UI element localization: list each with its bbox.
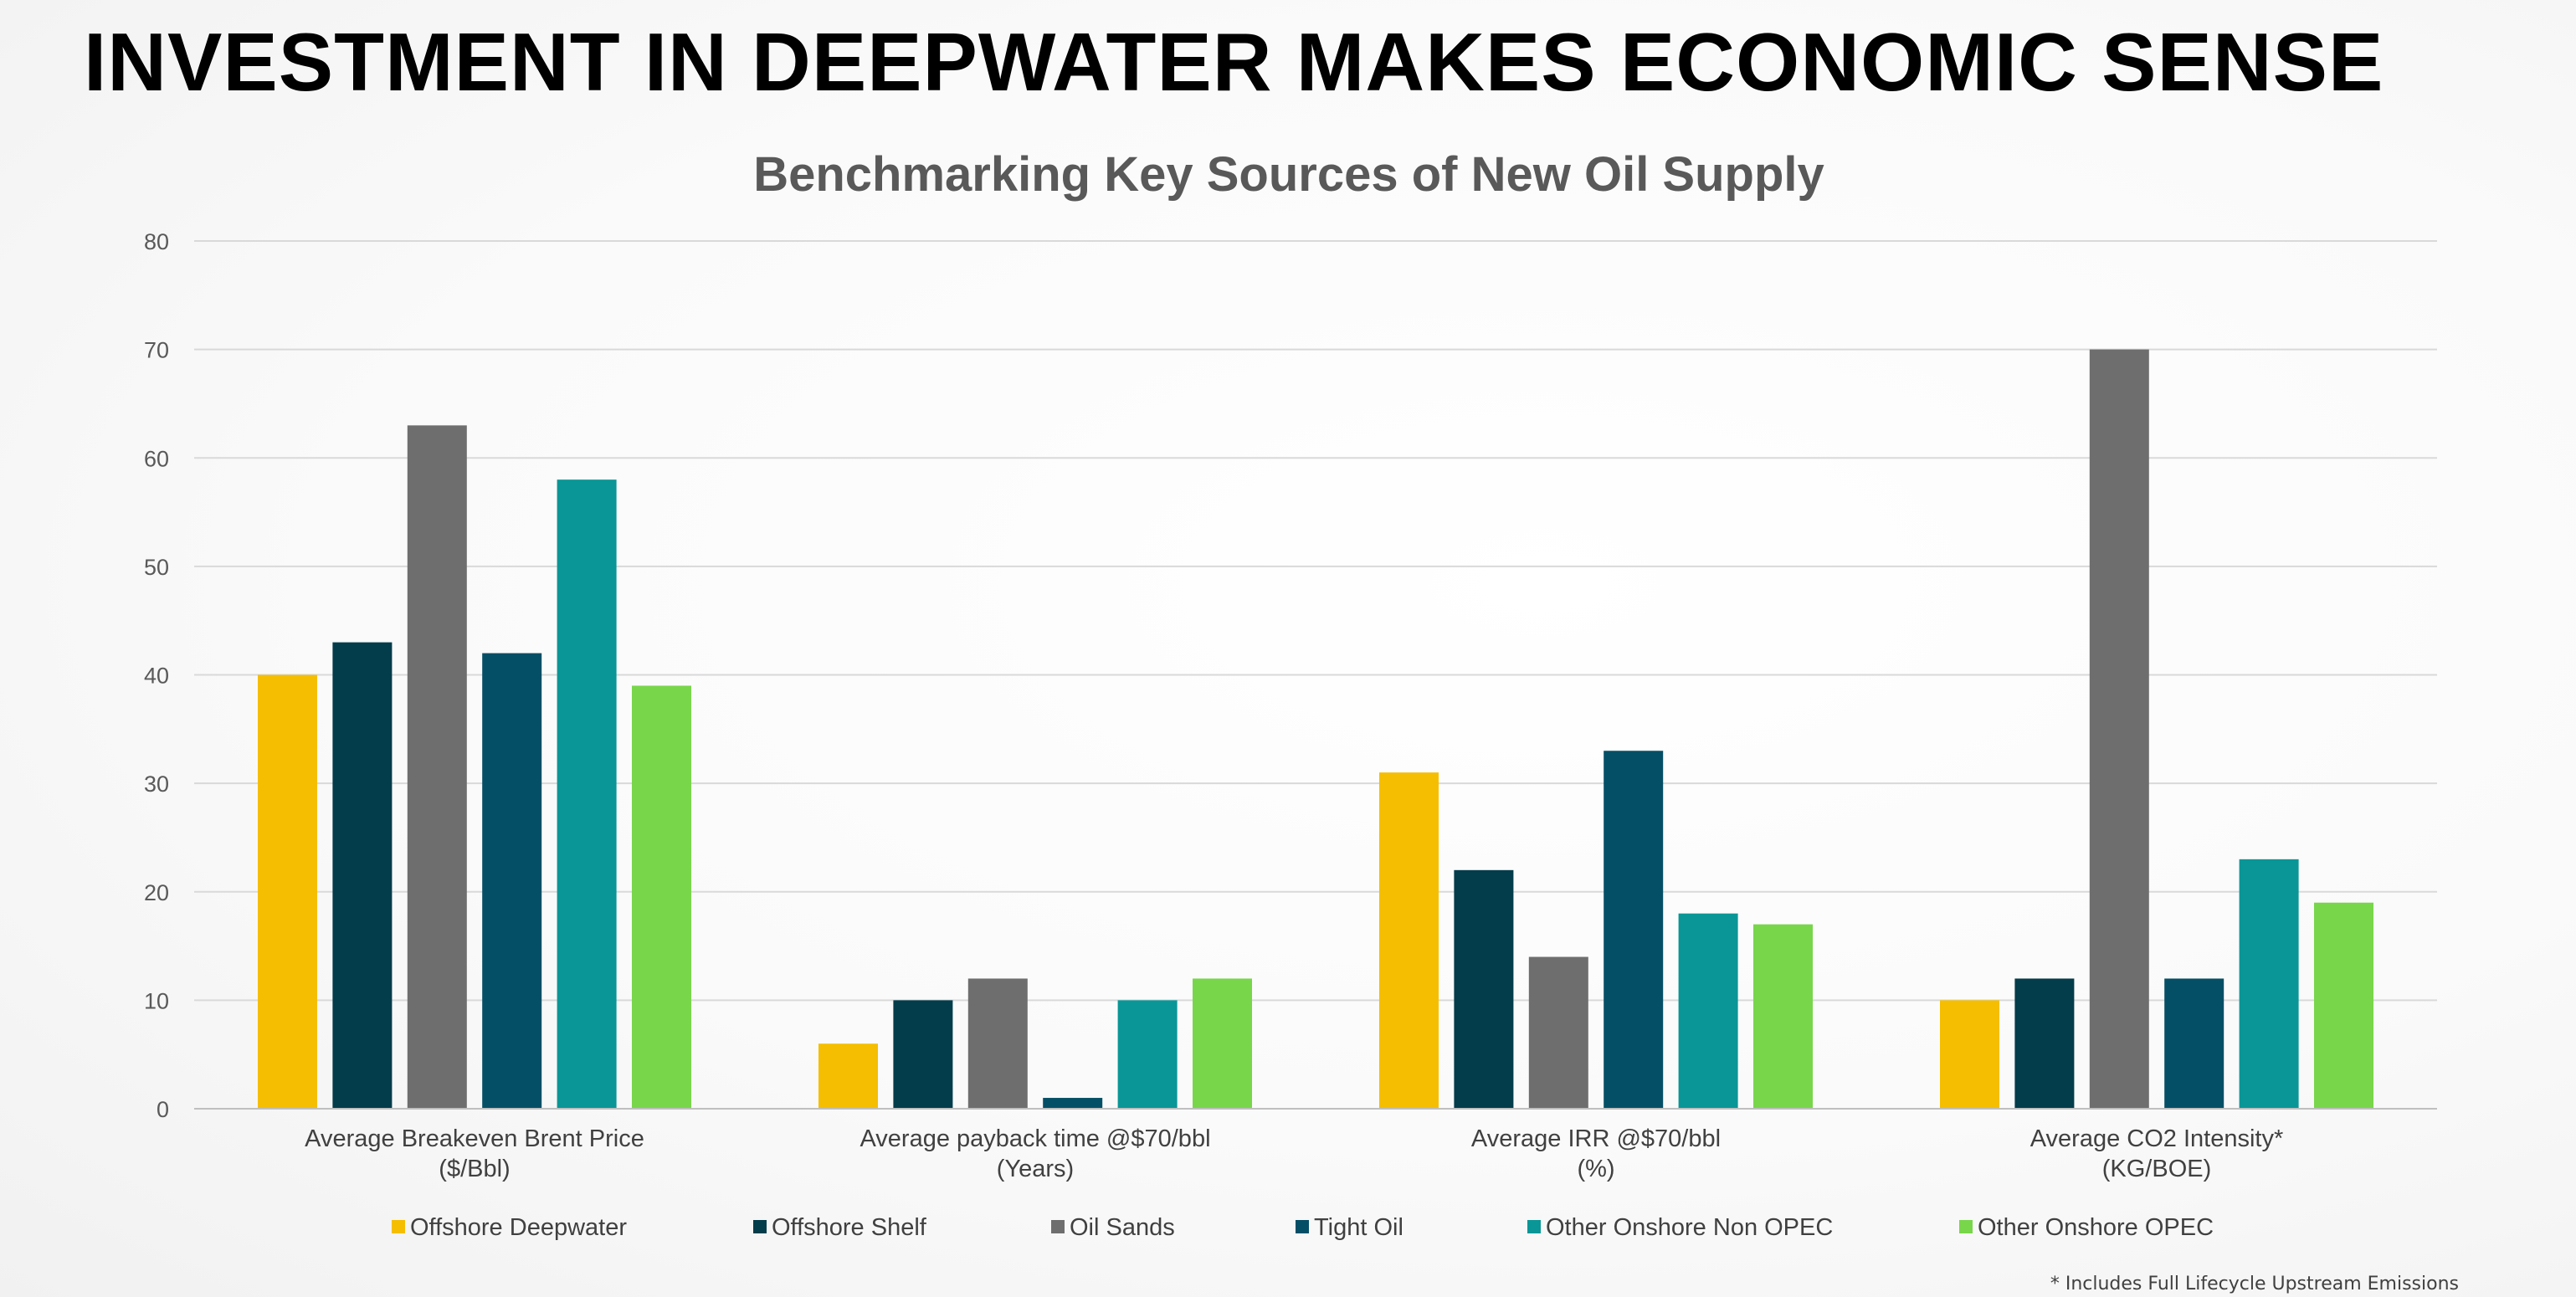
bar (1043, 1098, 1103, 1109)
category-label: (Years) (997, 1156, 1074, 1182)
legend-swatch (1051, 1220, 1065, 1233)
chart-title: Benchmarking Key Sources of New Oil Supp… (753, 147, 1824, 202)
bar (632, 685, 691, 1109)
legend-label: Tight Oil (1314, 1214, 1403, 1241)
category-label: Average CO2 Intensity* (2030, 1125, 2284, 1152)
category-label: Average Breakeven Brent Price (305, 1125, 644, 1152)
bar (1940, 1000, 1999, 1109)
legend-swatch (753, 1220, 767, 1233)
bar (1379, 772, 1439, 1109)
bar (2089, 349, 2149, 1109)
legend-swatch (1527, 1220, 1541, 1233)
legend-label: Offshore Shelf (772, 1214, 927, 1241)
y-tick-label: 70 (144, 338, 169, 363)
category-label: Average IRR @$70/bbl (1471, 1125, 1721, 1152)
bar (1678, 913, 1738, 1109)
bar (2164, 978, 2224, 1109)
footnote: * Includes Full Lifecycle Upstream Emiss… (2050, 1274, 2459, 1294)
bar (1117, 1000, 1178, 1109)
legend-label: Other Onshore Non OPEC (1546, 1214, 1833, 1241)
bar (332, 642, 393, 1109)
bar (2239, 859, 2299, 1109)
bar (818, 1043, 878, 1109)
bar (407, 425, 467, 1109)
bar (1193, 978, 1252, 1109)
bars (258, 349, 2373, 1109)
legend-swatch (392, 1220, 405, 1233)
bar (2314, 902, 2373, 1109)
legend-label: Offshore Deepwater (410, 1214, 627, 1241)
bar (482, 653, 542, 1109)
legend-swatch (1296, 1220, 1309, 1233)
y-tick-label: 20 (144, 880, 169, 905)
slide-title: INVESTMENT IN DEEPWATER MAKES ECONOMIC S… (84, 16, 2384, 108)
bar (967, 978, 1028, 1109)
y-tick-label: 80 (144, 229, 169, 254)
legend-swatch (1959, 1220, 1973, 1233)
legend: Offshore Deepwater Offshore Shelf Oil Sand… (392, 1214, 2214, 1241)
category-label: Average payback time @$70/bbl (860, 1125, 1210, 1152)
category-label: (KG/BOE) (2102, 1156, 2212, 1182)
y-tick-label: 10 (144, 988, 169, 1013)
bar (893, 1000, 953, 1109)
y-tick-label: 60 (144, 446, 169, 471)
category-label: ($/Bbl) (439, 1156, 510, 1182)
legend-label: Oil Sands (1070, 1214, 1175, 1241)
bar (1454, 869, 1514, 1109)
y-tick-label: 30 (144, 772, 169, 797)
y-tick-label: 50 (144, 555, 169, 580)
y-tick-label: 0 (157, 1097, 169, 1122)
bar (1604, 751, 1664, 1109)
legend-label: Other Onshore OPEC (1978, 1214, 2214, 1241)
category-labels: Average Breakeven Brent Price ($/Bbl) Aver… (305, 1125, 2283, 1182)
bar (258, 674, 317, 1109)
category-label: (%) (1577, 1156, 1614, 1182)
y-tick-label: 40 (144, 664, 169, 689)
bar (1753, 924, 1813, 1109)
bar (1528, 956, 1588, 1109)
bar (2014, 978, 2075, 1109)
y-axis-ticks: 0 10 20 30 40 50 60 70 80 (144, 229, 169, 1122)
bar (557, 479, 617, 1109)
